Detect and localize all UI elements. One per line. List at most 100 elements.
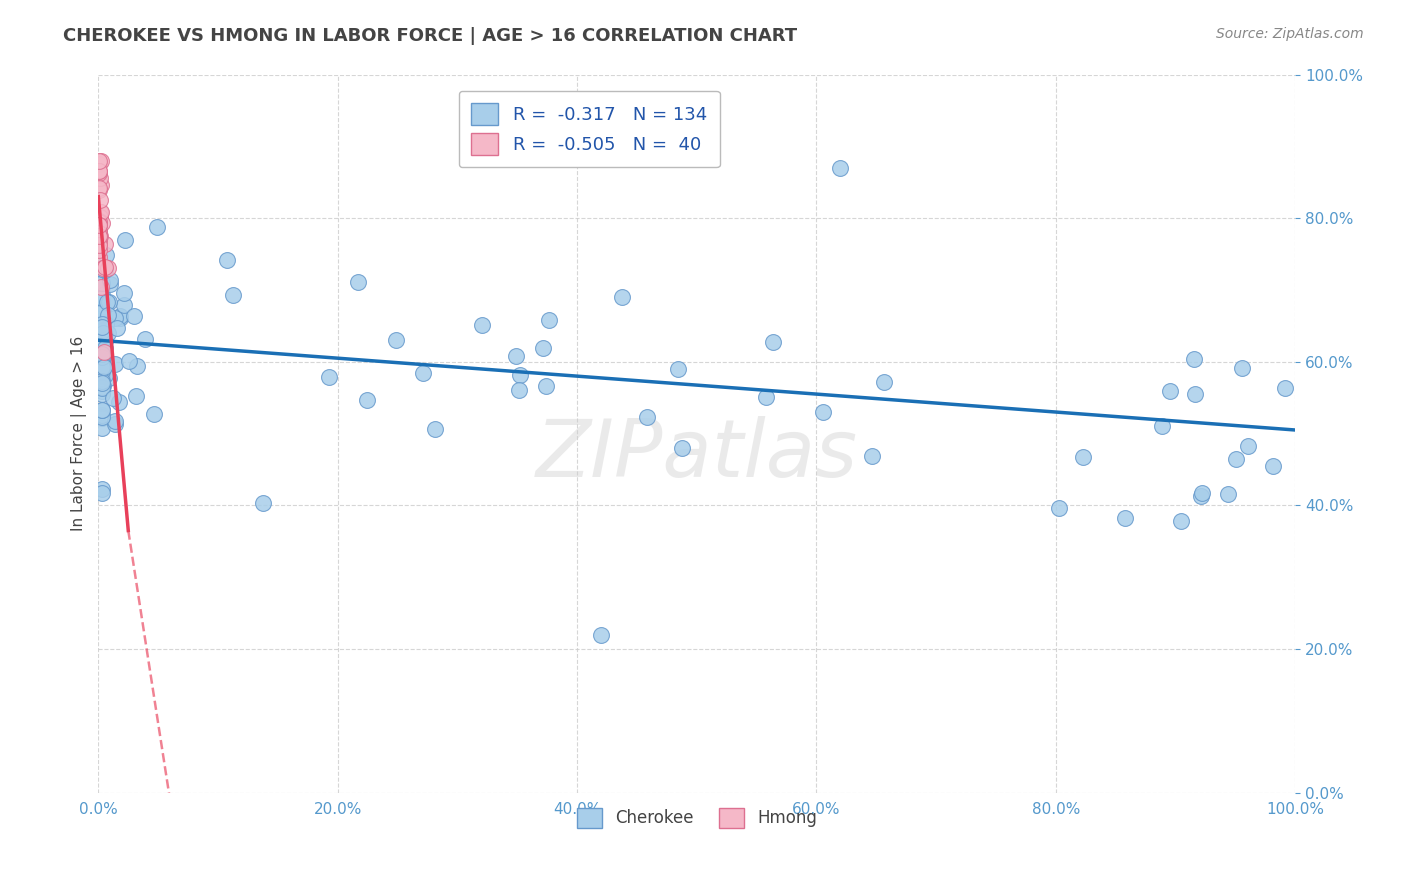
Point	[87, 156, 110, 170]
Point	[91, 485, 114, 500]
Point	[423, 422, 446, 436]
Point	[1159, 384, 1181, 399]
Point	[94, 334, 117, 349]
Point	[91, 354, 114, 368]
Point	[1225, 451, 1247, 466]
Point	[87, 238, 110, 252]
Point	[91, 357, 114, 371]
Point	[91, 302, 114, 317]
Point	[385, 333, 408, 347]
Point	[89, 193, 111, 207]
Point	[104, 414, 127, 428]
Point	[91, 305, 114, 319]
Point	[91, 262, 114, 277]
Point	[93, 359, 115, 374]
Point	[87, 219, 110, 233]
Point	[91, 276, 114, 290]
Point	[94, 317, 117, 331]
Point	[252, 496, 274, 510]
Text: Source: ZipAtlas.com: Source: ZipAtlas.com	[1216, 27, 1364, 41]
Point	[534, 379, 557, 393]
Point	[91, 374, 114, 388]
Point	[90, 204, 112, 219]
Point	[610, 290, 633, 304]
Point	[91, 367, 114, 381]
Point	[91, 351, 114, 365]
Point	[412, 367, 434, 381]
Point	[91, 324, 114, 338]
Point	[91, 402, 114, 417]
Point	[104, 417, 127, 431]
Point	[87, 229, 110, 244]
Point	[91, 304, 114, 318]
Y-axis label: In Labor Force | Age > 16: In Labor Force | Age > 16	[72, 336, 87, 532]
Point	[93, 328, 115, 343]
Point	[91, 410, 114, 425]
Point	[91, 261, 114, 276]
Point	[1189, 489, 1212, 503]
Point	[87, 183, 110, 197]
Point	[94, 368, 117, 383]
Point	[91, 372, 114, 386]
Point	[97, 308, 120, 322]
Point	[1182, 351, 1205, 366]
Point	[89, 153, 111, 168]
Point	[1274, 381, 1296, 395]
Point	[1114, 511, 1136, 525]
Point	[127, 359, 149, 373]
Point	[118, 353, 141, 368]
Point	[94, 263, 117, 277]
Point	[94, 247, 117, 261]
Point	[91, 318, 114, 332]
Point	[134, 332, 156, 346]
Point	[91, 291, 114, 305]
Point	[87, 250, 110, 264]
Point	[87, 243, 110, 257]
Point	[87, 226, 110, 240]
Point	[145, 220, 167, 235]
Point	[91, 378, 114, 392]
Point	[1152, 418, 1174, 433]
Point	[1261, 459, 1284, 474]
Point	[125, 389, 148, 403]
Point	[87, 226, 110, 240]
Point	[1191, 486, 1213, 500]
Point	[1230, 361, 1253, 376]
Point	[91, 355, 114, 369]
Point	[90, 280, 112, 294]
Point	[91, 367, 114, 381]
Point	[87, 236, 110, 251]
Point	[108, 394, 131, 409]
Point	[114, 233, 136, 247]
Point	[108, 309, 131, 323]
Point	[671, 441, 693, 455]
Point	[589, 628, 612, 642]
Point	[91, 317, 114, 331]
Point	[96, 261, 118, 276]
Point	[94, 341, 117, 355]
Point	[87, 215, 110, 229]
Point	[91, 333, 114, 347]
Point	[112, 298, 135, 312]
Point	[1184, 387, 1206, 401]
Point	[91, 326, 114, 340]
Point	[89, 170, 111, 185]
Point	[91, 360, 114, 375]
Point	[91, 420, 114, 434]
Point	[91, 280, 114, 294]
Point	[636, 410, 658, 425]
Point	[87, 208, 110, 222]
Point	[89, 228, 111, 243]
Point	[91, 379, 114, 393]
Point	[108, 311, 131, 326]
Point	[91, 372, 114, 386]
Point	[91, 291, 114, 305]
Point	[217, 252, 239, 267]
Point	[94, 326, 117, 341]
Point	[755, 390, 778, 404]
Point	[91, 216, 114, 230]
Point	[91, 366, 114, 380]
Point	[87, 233, 110, 247]
Point	[873, 376, 896, 390]
Point	[89, 210, 111, 224]
